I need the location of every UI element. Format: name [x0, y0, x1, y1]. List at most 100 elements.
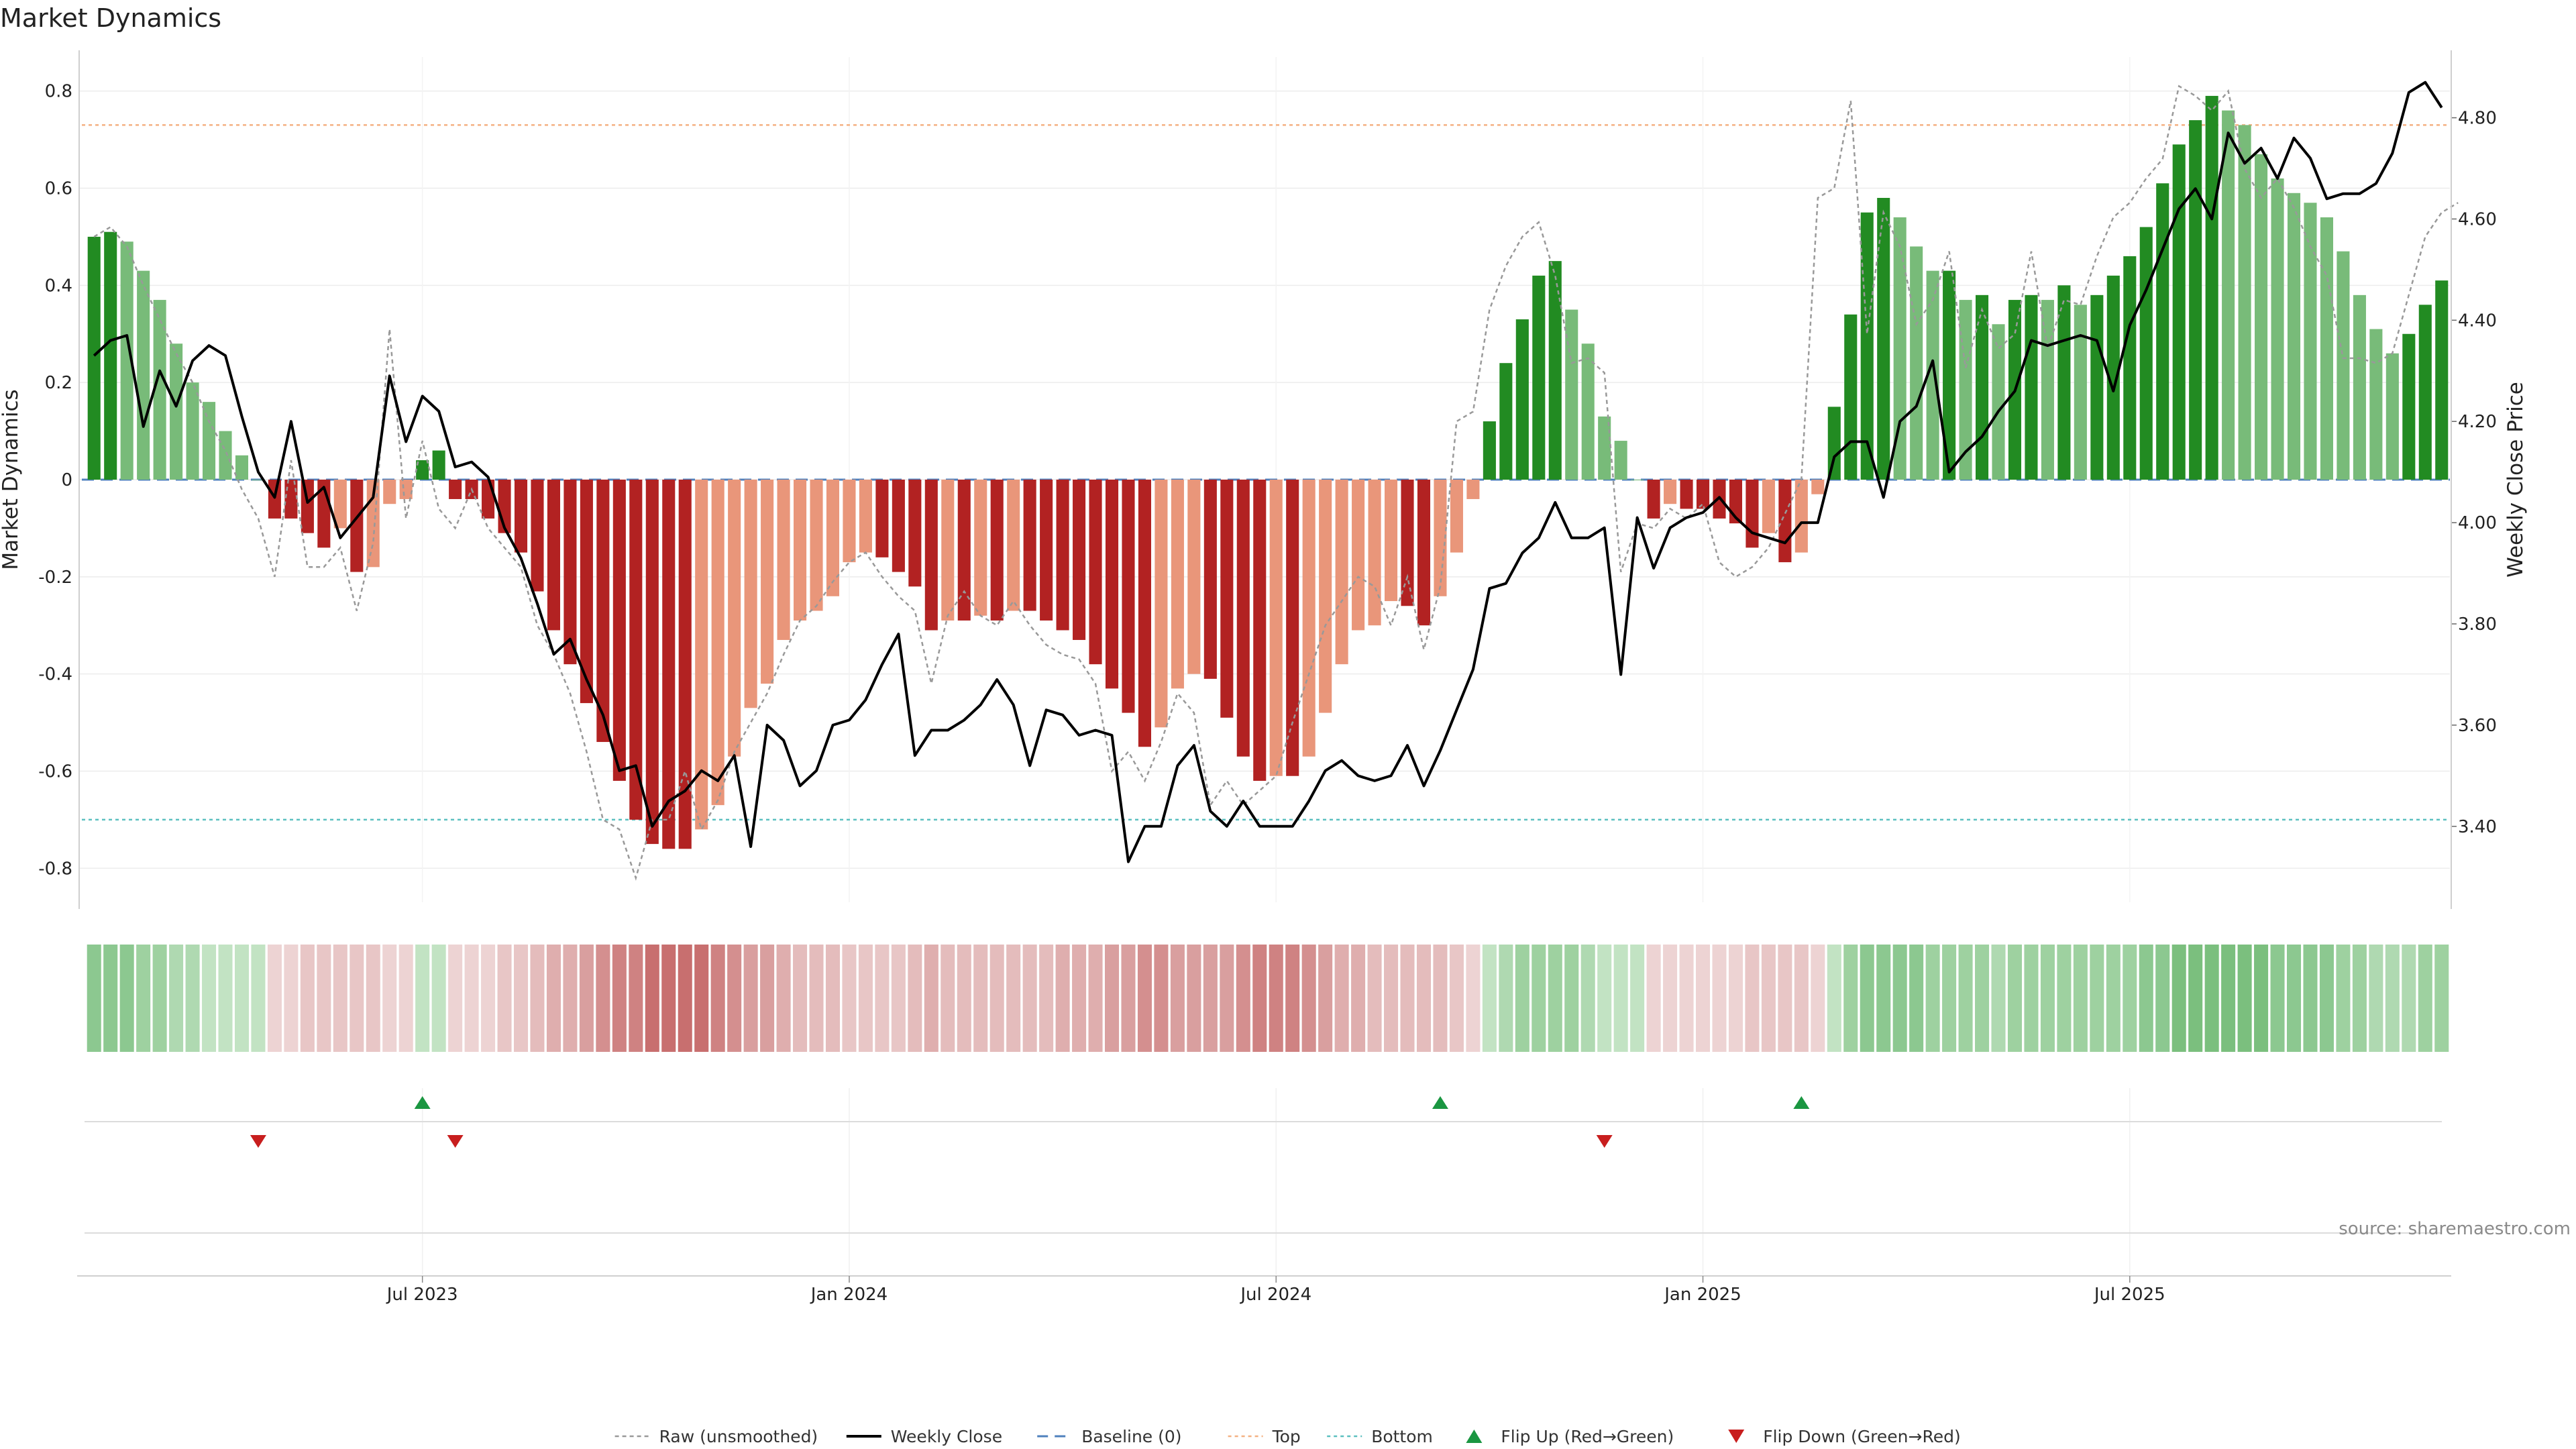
right-tick-label: 4.60: [2458, 209, 2497, 229]
legend-label: Baseline (0): [1081, 1427, 1181, 1446]
dynamics-bar: [1220, 480, 1234, 718]
strength-cell: [596, 945, 610, 1052]
dynamics-bar: [2106, 275, 2120, 480]
strength-cell: [1006, 945, 1021, 1052]
dynamics-bar: [2057, 285, 2071, 480]
strength-cell: [530, 945, 545, 1052]
strength-cell: [2270, 945, 2285, 1052]
dynamics-bar: [514, 480, 528, 553]
dynamics-bar: [1877, 198, 1890, 480]
source-note: source: sharemaestro.com: [2339, 1219, 2571, 1239]
dynamics-bar: [2271, 178, 2284, 480]
strength-cell: [284, 945, 299, 1052]
strength-cell: [1416, 945, 1432, 1052]
left-tick-label: -0.4: [38, 665, 72, 685]
strength-cell: [1301, 945, 1316, 1052]
left-tick-label: -0.6: [38, 761, 72, 782]
legend-label: Top: [1272, 1427, 1301, 1446]
strength-cell: [1400, 945, 1415, 1052]
strength-cell: [1072, 945, 1087, 1052]
dynamics-bar: [1138, 480, 1152, 747]
dynamics-bar: [1368, 480, 1381, 626]
dynamics-bar: [449, 480, 462, 499]
strength-strip: [87, 945, 2449, 1052]
legend-swatch: [1466, 1430, 1483, 1443]
strength-cell: [908, 945, 922, 1052]
strength-cell: [1433, 945, 1448, 1052]
strength-cell: [202, 945, 217, 1052]
dynamics-bar: [695, 480, 708, 830]
flip-up-marker: [1793, 1096, 1810, 1109]
strength-cell: [1728, 945, 1743, 1052]
strength-cell: [1137, 945, 1152, 1052]
dynamics-bar: [1483, 421, 1496, 480]
strength-cell: [727, 945, 742, 1052]
dynamics-bar: [1664, 480, 1677, 504]
strength-cell: [579, 945, 594, 1052]
strength-cell: [267, 945, 282, 1052]
dynamics-bar: [629, 480, 643, 820]
dynamics-bar: [1269, 480, 1283, 776]
dynamics-bar: [859, 480, 872, 553]
strength-cell: [2402, 945, 2416, 1052]
right-tick-label: 3.80: [2458, 614, 2497, 635]
strength-cell: [842, 945, 857, 1052]
dynamics-bar: [120, 241, 133, 480]
strength-cell: [1794, 945, 1809, 1052]
strength-cell: [1351, 945, 1366, 1052]
dynamics-bar: [1598, 416, 1611, 480]
legend-item-top: Top: [1228, 1427, 1301, 1446]
dynamics-bar: [2074, 305, 2087, 480]
dynamics-bar: [416, 460, 429, 480]
strength-cell: [629, 945, 643, 1052]
strength-cell: [1811, 945, 1825, 1052]
strength-cell: [1203, 945, 1218, 1052]
dynamics-bar: [1794, 480, 1808, 553]
dynamics-bar: [1614, 441, 1627, 480]
strength-cell: [1548, 945, 1562, 1052]
dynamics-bar: [1860, 212, 1874, 480]
legend-label: Bottom: [1371, 1427, 1433, 1446]
dynamics-bar: [1401, 480, 1414, 606]
strength-cell: [1745, 945, 1760, 1052]
strength-cell: [2090, 945, 2104, 1052]
strength-cell: [300, 945, 315, 1052]
strength-cell: [2336, 945, 2351, 1052]
flip-down-marker: [250, 1135, 266, 1148]
dynamics-bar: [957, 480, 971, 621]
strength-cell: [1532, 945, 1546, 1052]
dynamics-bar: [482, 480, 495, 519]
dynamics-bar: [399, 480, 413, 499]
dynamics-bar: [547, 480, 561, 631]
dynamics-bar: [1171, 480, 1184, 689]
strength-cell: [415, 945, 430, 1052]
dynamics-bar: [1007, 480, 1020, 611]
right-tick-label: 3.40: [2458, 817, 2497, 837]
strength-cell: [1679, 945, 1694, 1052]
dynamics-bar: [1893, 217, 1907, 480]
strength-cell: [809, 945, 824, 1052]
strength-cell: [2286, 945, 2302, 1052]
strength-cell: [776, 945, 791, 1052]
strength-cell: [513, 945, 529, 1052]
legend-item-flip_down: Flip Down (Green→Red): [1728, 1427, 1961, 1446]
legend-item-raw: Raw (unsmoothed): [614, 1427, 818, 1446]
left-tick-label: 0.6: [45, 179, 72, 199]
dynamics-bar: [1089, 480, 1102, 665]
strength-cell: [1236, 945, 1250, 1052]
strength-cell: [2123, 945, 2137, 1052]
dynamics-bar: [810, 480, 823, 611]
strength-cell: [317, 945, 331, 1052]
x-tick-label: Jul 2023: [386, 1285, 458, 1305]
left-tick-label: -0.8: [38, 859, 72, 879]
strength-cell: [1039, 945, 1054, 1052]
strength-cell: [448, 945, 463, 1052]
strength-cell: [941, 945, 955, 1052]
dynamics-bar: [1302, 480, 1316, 757]
strength-cell: [661, 945, 676, 1052]
dynamics-bar: [875, 480, 889, 557]
legend-label: Weekly Close: [891, 1427, 1002, 1446]
dynamics-bar: [990, 480, 1004, 621]
dynamics-bar: [1548, 261, 1562, 480]
dynamics-bar: [2238, 125, 2251, 480]
